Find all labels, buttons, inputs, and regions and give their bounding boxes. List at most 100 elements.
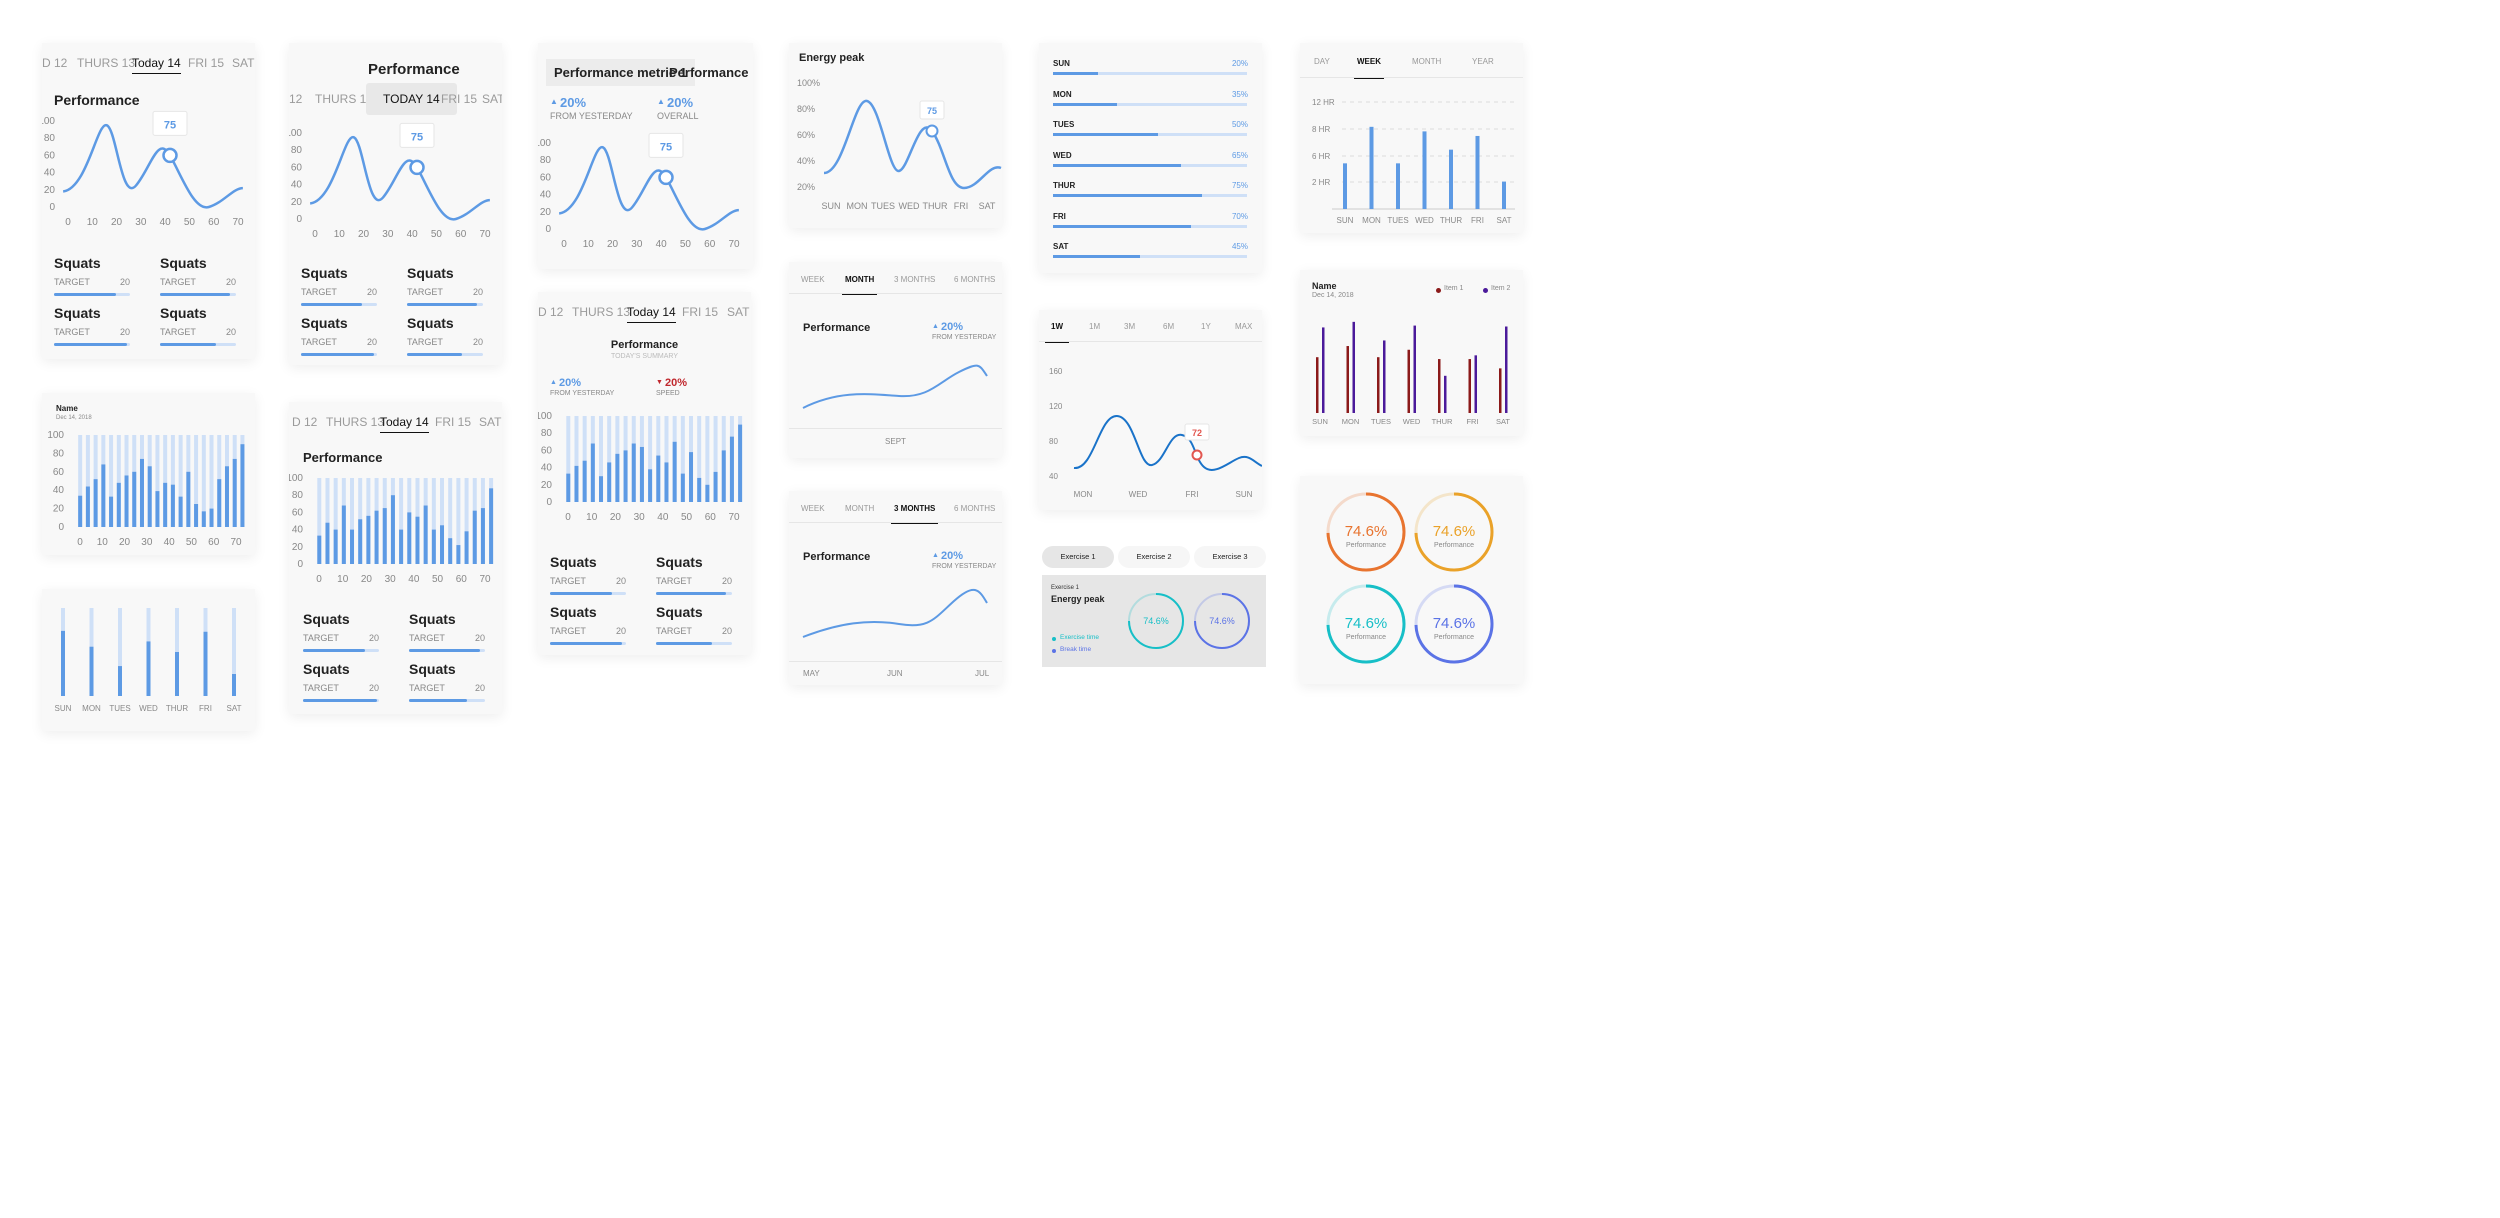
bar (132, 471, 137, 527)
stat-name: Squats (160, 305, 207, 321)
stat-track (160, 293, 236, 296)
range-tab[interactable]: WEEK (801, 275, 825, 284)
tooltip-value: 75 (927, 106, 937, 116)
exercise-tab[interactable]: Exercise 1 (1042, 546, 1114, 568)
x-tick: FRI (1186, 490, 1199, 499)
highlight-point (925, 124, 939, 138)
day-tab-2[interactable]: Today 14 (627, 305, 676, 323)
y-tick: 40 (53, 485, 65, 496)
range-tab[interactable]: 3M (1124, 322, 1136, 331)
y-tick: 20% (797, 182, 815, 192)
metric-1-label: FROM YESTERDAY (550, 111, 633, 121)
bar-item-1 (1407, 349, 1410, 413)
day-tab-4[interactable]: SAT 1 (482, 92, 502, 106)
stat-name: Squats (301, 315, 348, 331)
stat-track (409, 699, 485, 702)
dot-icon (1483, 288, 1488, 293)
stat-block: Squats TARGET 20 (303, 611, 389, 661)
card-range-chart: 1W 1M 3M 6M 1Y MAX 160 120 80 40 MON WED FRI SUN 72 (1039, 310, 1262, 510)
item-chart: SUN MON TUES WED THUR FRI SAT (1312, 321, 1510, 426)
range-tab[interactable]: WEEK (801, 504, 825, 513)
metric-2-value: 20% (667, 95, 694, 110)
trend-chart (802, 364, 988, 409)
range-tab[interactable]: 3 MONTHS (891, 504, 939, 524)
y-tick: 120 (1049, 402, 1063, 411)
day-tab-2[interactable]: Today 14 (380, 415, 429, 433)
bar-bg (599, 416, 604, 502)
tab-year[interactable]: YEAR (1472, 57, 1494, 66)
range-tab[interactable]: MONTH (842, 275, 878, 295)
day-tab-1[interactable]: THURS 13 (77, 56, 136, 70)
range-tab[interactable]: MONTH (845, 504, 875, 513)
bar (721, 450, 726, 502)
up-arrow-icon: ▲ (932, 323, 939, 330)
x-tick: SAT (1497, 216, 1512, 225)
progress-track (1053, 133, 1247, 136)
range-tab[interactable]: 6 MONTHS (954, 504, 996, 513)
bar-item-2 (1444, 375, 1447, 413)
range-tab[interactable]: 6M (1163, 322, 1175, 331)
x-tick: MON (847, 201, 868, 211)
stat-label: TARGET (301, 287, 337, 297)
day-tab-4[interactable]: SAT 16 (232, 56, 255, 70)
stat-label: TARGET (550, 626, 586, 636)
day-tab-3[interactable]: FRI 15 (188, 56, 225, 70)
stat-block: Squats TARGET 20 (301, 315, 387, 365)
range-tab[interactable]: 1W (1045, 322, 1069, 343)
bar-item-2 (1383, 340, 1386, 413)
ring-progress (1326, 492, 1406, 572)
range-tab[interactable]: 6 MONTHS (954, 275, 996, 284)
bar (448, 538, 453, 564)
metric-tab-2[interactable]: Performance metri (669, 65, 753, 80)
day-tab-3[interactable]: FRI 15 (435, 415, 472, 429)
range-tab[interactable]: MAX (1235, 322, 1253, 331)
bar-item-2 (1352, 321, 1355, 413)
stat-progress-fill (301, 303, 362, 306)
day-tab-2[interactable]: TODAY 14 (366, 83, 457, 115)
tab-month[interactable]: MONTH (1412, 57, 1442, 66)
day-tab-3[interactable]: FRI 15 (441, 92, 478, 106)
range-tab[interactable]: 3 MONTHS (894, 275, 936, 284)
range-tab[interactable]: 1Y (1201, 322, 1211, 331)
day-tab-4[interactable]: SAT 16 (727, 305, 751, 319)
day-tab-2[interactable]: Today 14 (132, 56, 181, 74)
y-tick: 20 (44, 185, 56, 196)
bar (232, 458, 237, 527)
metric-tab-1[interactable]: Performance metric 1 (546, 59, 695, 86)
bar (472, 510, 477, 564)
x-tick: TUES (109, 704, 130, 713)
bar-bg (170, 435, 175, 527)
y-tick: 100% (797, 78, 820, 88)
y-tick: 40 (540, 190, 552, 201)
y-tick: 0 (296, 214, 302, 225)
bar-item-1 (1316, 357, 1319, 413)
range-tab[interactable]: 1M (1089, 322, 1101, 331)
tab-week[interactable]: WEEK (1354, 57, 1384, 79)
day-tab-0[interactable]: D 12 (292, 415, 318, 429)
day-tab-0[interactable]: D 12 (42, 56, 68, 70)
day-tab-1[interactable]: THURS 13 (315, 92, 374, 106)
exercise-tab[interactable]: Exercise 2 (1118, 546, 1190, 568)
day-tab-4[interactable]: SAT 16 (479, 415, 502, 429)
bar (489, 488, 494, 564)
ring-value: 74.6% (1433, 615, 1476, 632)
day-tab-3[interactable]: FRI 15 (682, 305, 719, 319)
bar-bg (333, 478, 338, 564)
bar (1343, 163, 1347, 209)
x-tick: 0 (312, 229, 318, 240)
stat-label: TARGET (407, 337, 443, 347)
y-tick: 160 (1049, 367, 1063, 376)
day-tab-1[interactable]: THURS 13 (326, 415, 385, 429)
day-tab-0[interactable]: 12 (289, 92, 303, 106)
tab-day[interactable]: DAY (1314, 57, 1330, 66)
bar-item-2 (1505, 326, 1508, 413)
bar (631, 443, 636, 502)
stat-progress-fill (550, 592, 613, 595)
x-tick: 60 (456, 574, 468, 585)
stat-label: TARGET (656, 576, 692, 586)
day-tab-0[interactable]: D 12 (538, 305, 564, 319)
exercise-tab[interactable]: Exercise 3 (1194, 546, 1266, 568)
stat-block: Squats TARGET 20 (656, 554, 742, 604)
stat-label: TARGET (54, 277, 90, 287)
day-tab-1[interactable]: THURS 13 (572, 305, 631, 319)
